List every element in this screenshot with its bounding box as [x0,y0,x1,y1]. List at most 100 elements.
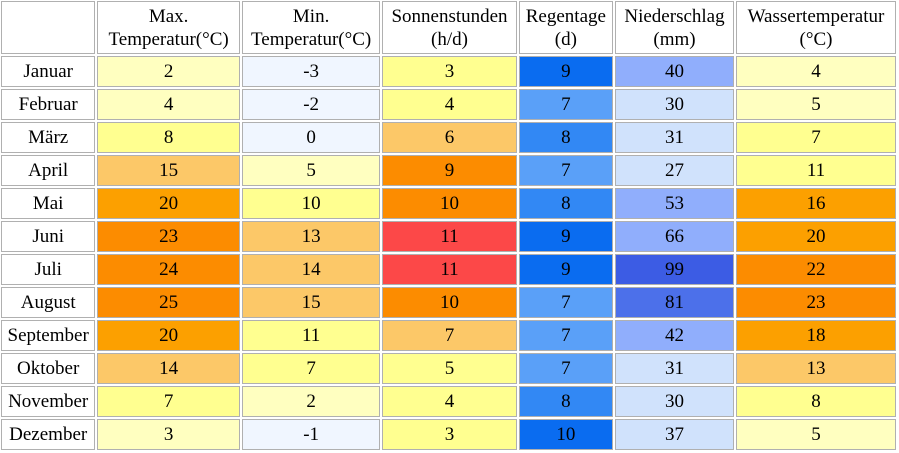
table-row: März 8 0 6 8 31 7 [1,122,896,153]
precipitation-cell: 53 [615,188,734,219]
header-rain-days-line2: (d) [554,28,577,50]
month-cell: Februar [1,89,96,120]
header-precipitation: Niederschlag (mm) [615,1,734,54]
min-temperature-cell: -3 [241,56,381,87]
max-temperature-cell: 4 [97,89,240,120]
sunshine-hours-cell: 11 [382,254,517,285]
precipitation-cell: 30 [615,89,734,120]
header-rain-days: Regentage (d) [518,1,614,54]
month-cell: Oktober [1,353,96,384]
max-temperature-cell: 20 [97,320,240,351]
max-temperature-cell: 8 [97,122,240,153]
table-row: November 7 2 4 8 30 8 [1,386,896,417]
water-temperature-cell: 8 [735,386,896,417]
min-temperature-cell: 11 [241,320,381,351]
max-temperature-cell: 7 [97,386,240,417]
min-temperature-cell: 15 [241,287,381,318]
climate-table-body: Januar 2 -3 3 9 40 4 Februar 4 -2 4 7 30… [1,56,896,450]
header-max-temperature-line1: Max. [148,5,189,27]
header-sunshine-hours-line2: (h/d) [431,28,468,50]
sunshine-hours-cell: 9 [382,155,517,186]
table-row: Juli 24 14 11 9 99 22 [1,254,896,285]
month-cell: August [1,287,96,318]
sunshine-hours-cell: 4 [382,386,517,417]
rain-days-cell: 7 [518,155,614,186]
max-temperature-cell: 14 [97,353,240,384]
precipitation-cell: 31 [615,353,734,384]
water-temperature-cell: 11 [735,155,896,186]
rain-days-cell: 8 [518,188,614,219]
max-temperature-cell: 3 [97,419,240,450]
max-temperature-cell: 25 [97,287,240,318]
table-row: Dezember 3 -1 3 10 37 5 [1,419,896,450]
month-cell: Dezember [1,419,96,450]
precipitation-cell: 66 [615,221,734,252]
min-temperature-cell: 0 [241,122,381,153]
precipitation-cell: 30 [615,386,734,417]
max-temperature-cell: 24 [97,254,240,285]
sunshine-hours-cell: 4 [382,89,517,120]
month-cell: April [1,155,96,186]
max-temperature-cell: 15 [97,155,240,186]
sunshine-hours-cell: 3 [382,419,517,450]
header-precipitation-line2: (mm) [653,28,696,50]
sunshine-hours-cell: 11 [382,221,517,252]
month-cell: Mai [1,188,96,219]
max-temperature-cell: 23 [97,221,240,252]
month-cell: Juni [1,221,96,252]
water-temperature-cell: 16 [735,188,896,219]
rain-days-cell: 8 [518,122,614,153]
header-water-temperature-line2: (°C) [799,28,833,50]
rain-days-cell: 7 [518,320,614,351]
header-rain-days-line1: Regentage [525,5,606,27]
water-temperature-cell: 5 [735,419,896,450]
table-row: Februar 4 -2 4 7 30 5 [1,89,896,120]
table-row: Oktober 14 7 5 7 31 13 [1,353,896,384]
min-temperature-cell: 10 [241,188,381,219]
water-temperature-cell: 13 [735,353,896,384]
water-temperature-cell: 18 [735,320,896,351]
header-min-temperature: Min. Temperatur(°C) [241,1,381,54]
sunshine-hours-cell: 6 [382,122,517,153]
month-cell: Juli [1,254,96,285]
water-temperature-cell: 5 [735,89,896,120]
month-cell: September [1,320,96,351]
water-temperature-cell: 20 [735,221,896,252]
rain-days-cell: 9 [518,56,614,87]
header-max-temperature: Max. Temperatur(°C) [97,1,240,54]
precipitation-cell: 81 [615,287,734,318]
min-temperature-cell: 13 [241,221,381,252]
min-temperature-cell: -2 [241,89,381,120]
rain-days-cell: 7 [518,287,614,318]
header-sunshine-hours: Sonnenstunden (h/d) [382,1,517,54]
max-temperature-cell: 20 [97,188,240,219]
header-row: Max. Temperatur(°C) Min. Temperatur(°C) So… [1,1,896,54]
min-temperature-cell: 7 [241,353,381,384]
water-temperature-cell: 4 [735,56,896,87]
precipitation-cell: 37 [615,419,734,450]
table-row: Januar 2 -3 3 9 40 4 [1,56,896,87]
rain-days-cell: 7 [518,89,614,120]
min-temperature-cell: 2 [241,386,381,417]
water-temperature-cell: 23 [735,287,896,318]
table-row: Mai 20 10 10 8 53 16 [1,188,896,219]
header-max-temperature-line2: Temperatur(°C) [108,28,229,50]
header-water-temperature-line1: Wassertemperatur [747,5,885,27]
water-temperature-cell: 22 [735,254,896,285]
climate-table-header: Max. Temperatur(°C) Min. Temperatur(°C) So… [1,1,896,54]
header-precipitation-line1: Niederschlag [624,5,725,27]
max-temperature-cell: 2 [97,56,240,87]
sunshine-hours-cell: 3 [382,56,517,87]
table-row: Juni 23 13 11 9 66 20 [1,221,896,252]
sunshine-hours-cell: 7 [382,320,517,351]
sunshine-hours-cell: 5 [382,353,517,384]
min-temperature-cell: 14 [241,254,381,285]
precipitation-cell: 27 [615,155,734,186]
header-min-temperature-line1: Min. [292,5,330,27]
table-row: April 15 5 9 7 27 11 [1,155,896,186]
month-cell: März [1,122,96,153]
table-row: August 25 15 10 7 81 23 [1,287,896,318]
rain-days-cell: 10 [518,419,614,450]
min-temperature-cell: -1 [241,419,381,450]
